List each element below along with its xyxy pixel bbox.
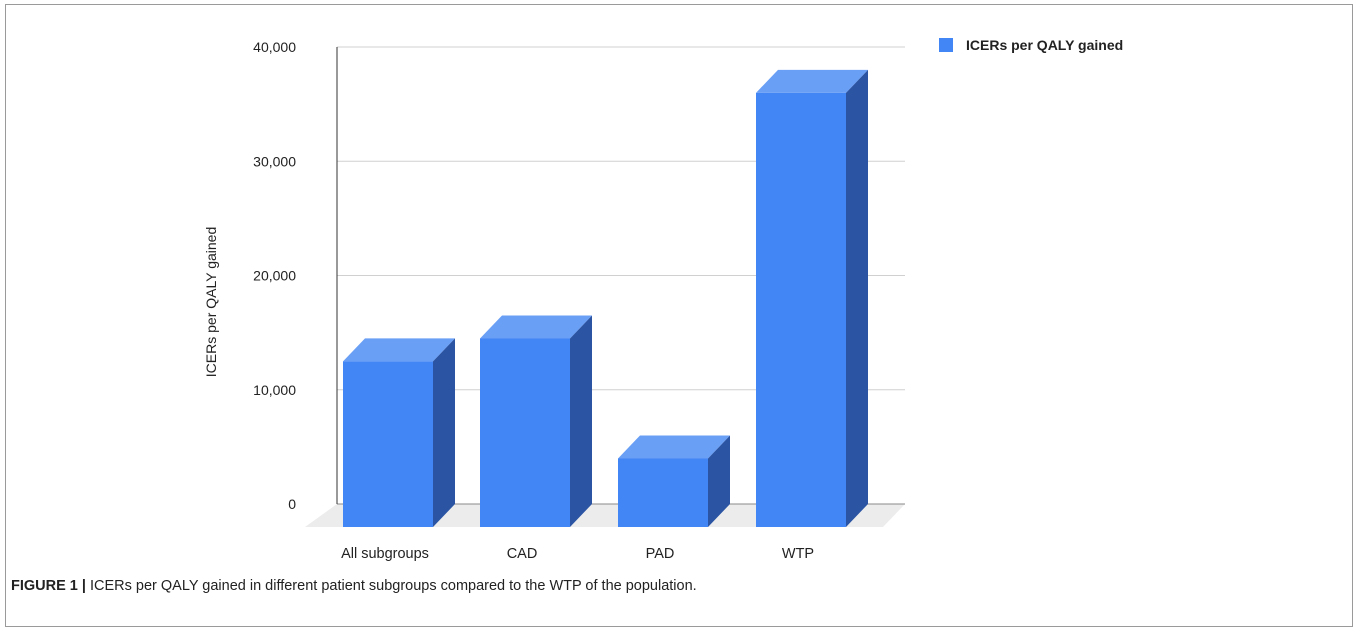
bar-front <box>343 361 433 527</box>
x-tick-label: WTP <box>782 546 814 562</box>
bar <box>480 315 592 527</box>
y-tick-label: 30,000 <box>253 153 296 169</box>
caption-text: ICERs per QALY gained in different patie… <box>85 578 697 594</box>
y-tick-label: 20,000 <box>253 268 296 284</box>
x-tick-labels: All subgroups CAD PAD WTP <box>341 546 814 562</box>
y-tick-label: 40,000 <box>253 39 296 55</box>
bar-side <box>570 315 592 527</box>
bar-side <box>708 435 730 527</box>
chart-floor <box>305 504 905 527</box>
figure-caption: FIGURE 1 | ICERs per QALY gained in diff… <box>11 578 697 594</box>
bar-front <box>618 458 708 527</box>
y-tick-label: 0 <box>288 496 296 512</box>
bar-chart: 0 10,000 20,000 30,000 40,000 ICERs per QALY… <box>203 37 1123 562</box>
bar-side <box>846 69 868 527</box>
bar-side <box>433 338 455 527</box>
y-tick-label: 10,000 <box>253 382 296 398</box>
x-tick-label: CAD <box>507 546 538 562</box>
bars <box>343 69 868 527</box>
y-tick-labels: 0 10,000 20,000 30,000 40,000 <box>253 39 296 512</box>
bar-top <box>756 69 868 93</box>
bar-top <box>343 338 455 362</box>
y-axis-label: ICERs per QALY gained <box>203 227 219 377</box>
bar-front <box>756 92 846 527</box>
bar-front <box>480 338 570 527</box>
bar <box>618 435 730 527</box>
legend-label: ICERs per QALY gained <box>966 37 1123 53</box>
bar <box>343 338 455 527</box>
x-tick-label: PAD <box>646 546 675 562</box>
caption-label: FIGURE 1 | <box>11 578 86 594</box>
x-tick-label: All subgroups <box>341 546 429 562</box>
bar-top <box>618 435 730 459</box>
legend: ICERs per QALY gained <box>939 37 1123 53</box>
legend-swatch <box>939 38 953 52</box>
bar <box>756 69 868 527</box>
bar-top <box>480 315 592 339</box>
